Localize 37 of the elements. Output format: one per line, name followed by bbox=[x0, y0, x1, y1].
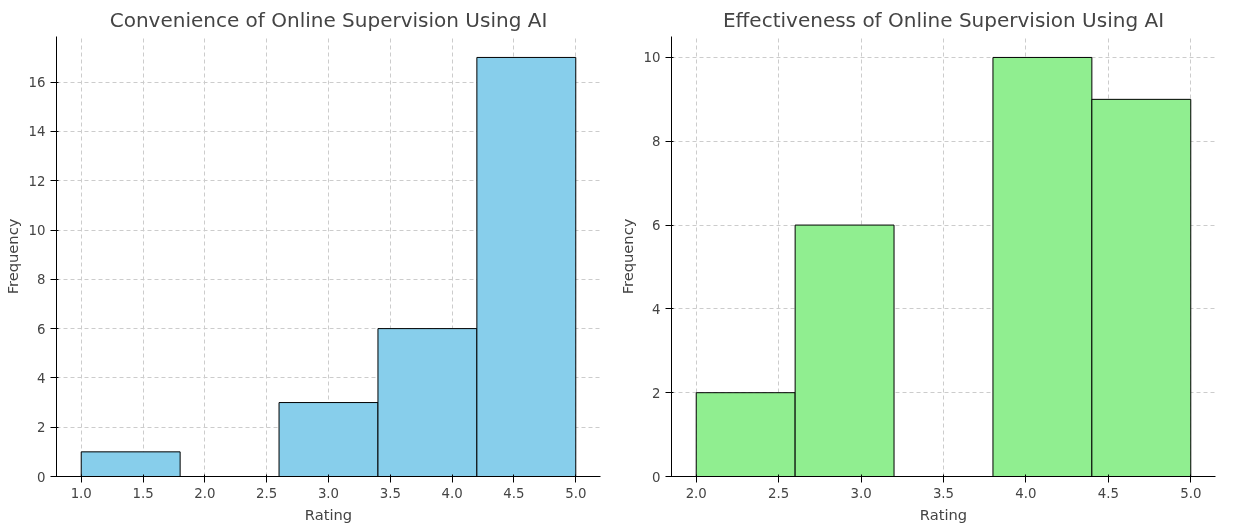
x-tick-label: 1.0 bbox=[70, 485, 92, 501]
x-tick-label: 1.5 bbox=[132, 485, 154, 501]
x-tick-label: 2.5 bbox=[768, 485, 790, 501]
y-tick-label: 10 bbox=[28, 223, 46, 238]
x-tick-label: 4.5 bbox=[503, 485, 525, 501]
x-tick-label: 2.5 bbox=[256, 485, 278, 501]
y-tick-label: 14 bbox=[28, 124, 46, 140]
y-tick-label: 0 bbox=[37, 469, 46, 485]
x-tick-label: 2.0 bbox=[194, 485, 216, 501]
x-tick-label: 3.5 bbox=[379, 485, 401, 501]
x-tick-label: 3.0 bbox=[317, 485, 340, 501]
x-tick-label: 3.0 bbox=[850, 485, 872, 501]
x-tick-label: 2.0 bbox=[685, 485, 707, 501]
y-tick-label: 6 bbox=[37, 321, 46, 337]
y-tick-label: 16 bbox=[28, 75, 46, 91]
x-tick-label: 4.0 bbox=[441, 485, 463, 501]
x-tick-label: 3.5 bbox=[932, 485, 955, 501]
x-axis-title: Rating bbox=[919, 505, 968, 523]
y-tick-label: 4 bbox=[37, 370, 46, 386]
x-tick-label: 5.0 bbox=[565, 485, 587, 501]
x-tick-label: 5.0 bbox=[1180, 485, 1202, 501]
x-axis-title: Rating bbox=[304, 505, 353, 523]
y-tick-label: 4 bbox=[652, 301, 661, 317]
y-tick-label: 0 bbox=[652, 469, 661, 485]
y-tick-label: 10 bbox=[643, 50, 661, 66]
y-axis-title: Frequency bbox=[3, 218, 21, 295]
y-axis-title: Frequency bbox=[618, 218, 636, 295]
y-tick-label: 6 bbox=[652, 218, 661, 234]
chart-title: Convenience of Online Supervision Using AI bbox=[109, 7, 548, 32]
y-tick-label: 8 bbox=[652, 134, 661, 150]
y-tick-label: 12 bbox=[28, 173, 46, 189]
y-tick-label: 2 bbox=[652, 385, 661, 401]
y-tick-label: 8 bbox=[37, 272, 46, 288]
x-tick-label: 4.5 bbox=[1097, 485, 1119, 501]
y-tick-label: 2 bbox=[37, 420, 46, 436]
chart-title: Effectiveness of Online Supervision Using AI bbox=[722, 7, 1165, 32]
x-tick-label: 4.0 bbox=[1015, 485, 1037, 501]
